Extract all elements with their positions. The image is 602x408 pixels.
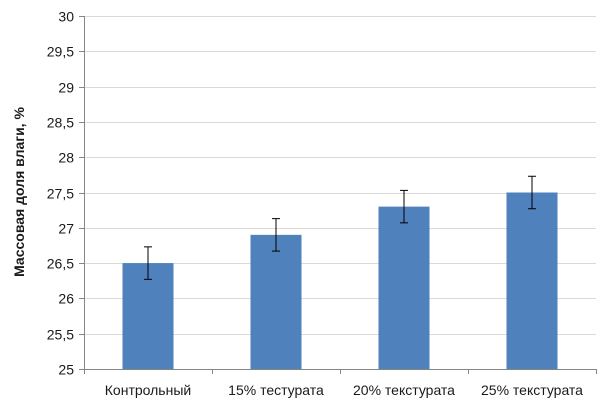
x-category-label: 20% текстурата	[353, 382, 455, 398]
y-tick-label: 26	[58, 291, 74, 307]
bars	[122, 192, 558, 369]
y-axis-title: Массовая доля влаги, %	[11, 107, 27, 277]
x-category-label: Контрольный	[105, 382, 191, 398]
y-tick-label: 27,5	[47, 186, 74, 202]
y-tick-label: 28,5	[47, 115, 74, 131]
bar	[250, 234, 302, 369]
x-category-labels: Контрольный 15% тестурата 20% текстурата 25…	[105, 382, 583, 398]
y-tick-label: 29,5	[47, 44, 74, 60]
y-tick-label: 25,5	[47, 327, 74, 343]
y-tick-label: 26,5	[47, 256, 74, 272]
y-tick-label: 29	[58, 80, 74, 96]
bar	[378, 206, 430, 369]
error-bars	[144, 175, 536, 280]
x-category-label: 25% текстурата	[481, 382, 583, 398]
y-tick-label: 25	[58, 362, 74, 378]
bar	[506, 192, 558, 369]
y-tick-label: 30	[58, 9, 74, 25]
y-tick-labels: 25 25,5 26 26,5 27 27,5 28 28,5 29 29,5 30	[47, 9, 74, 378]
axes	[79, 16, 597, 374]
bar	[122, 263, 174, 369]
y-tick-label: 28	[58, 150, 74, 166]
y-tick-label: 27	[58, 221, 74, 237]
x-category-label: 15% тестурата	[228, 382, 324, 398]
